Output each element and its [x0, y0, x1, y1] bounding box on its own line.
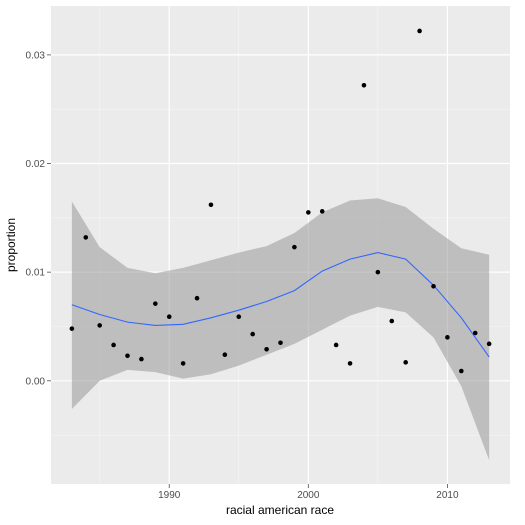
y-tick-label: 0.00 — [26, 376, 46, 387]
y-axis: 0.00 0.01 0.02 0.03 — [26, 50, 51, 387]
data-point — [69, 326, 75, 331]
data-point — [319, 209, 325, 214]
data-point — [431, 283, 436, 289]
data-point — [139, 356, 144, 362]
y-tick-label: 0.01 — [26, 268, 46, 279]
data-point — [347, 361, 353, 366]
data-point — [222, 352, 228, 358]
x-axis-title: racial american race — [226, 503, 334, 517]
data-point — [459, 368, 464, 374]
data-point — [278, 340, 283, 346]
y-tick-label: 0.03 — [26, 50, 46, 61]
data-point — [292, 244, 297, 250]
data-point — [306, 210, 311, 215]
data-point — [445, 335, 450, 340]
data-point — [333, 342, 339, 348]
data-point — [389, 318, 395, 324]
data-point — [83, 235, 89, 240]
smooth-line — [71, 252, 490, 358]
y-axis-title: proportion — [4, 218, 18, 272]
data-point — [417, 28, 422, 34]
data-point — [125, 353, 130, 359]
x-tick-label: 1990 — [158, 490, 181, 501]
x-tick-label: 2000 — [297, 490, 320, 501]
data-point — [250, 331, 255, 337]
data-point — [236, 314, 242, 320]
data-point — [194, 295, 200, 301]
data-point — [97, 323, 102, 328]
data-point — [153, 301, 158, 306]
data-point — [208, 202, 214, 208]
y-tick-label: 0.02 — [26, 159, 46, 170]
x-tick-label: 2010 — [436, 490, 459, 501]
data-point — [111, 342, 116, 348]
data-point — [264, 346, 269, 352]
points — [69, 28, 492, 374]
data-point — [361, 83, 367, 88]
x-axis: 1990 2000 2010 — [158, 484, 459, 501]
data-point — [166, 314, 172, 320]
data-point — [180, 361, 186, 366]
data-point — [375, 269, 381, 275]
confidence-band — [71, 198, 490, 461]
data-point — [403, 360, 408, 365]
data-point — [486, 341, 492, 347]
data-point — [472, 330, 478, 336]
